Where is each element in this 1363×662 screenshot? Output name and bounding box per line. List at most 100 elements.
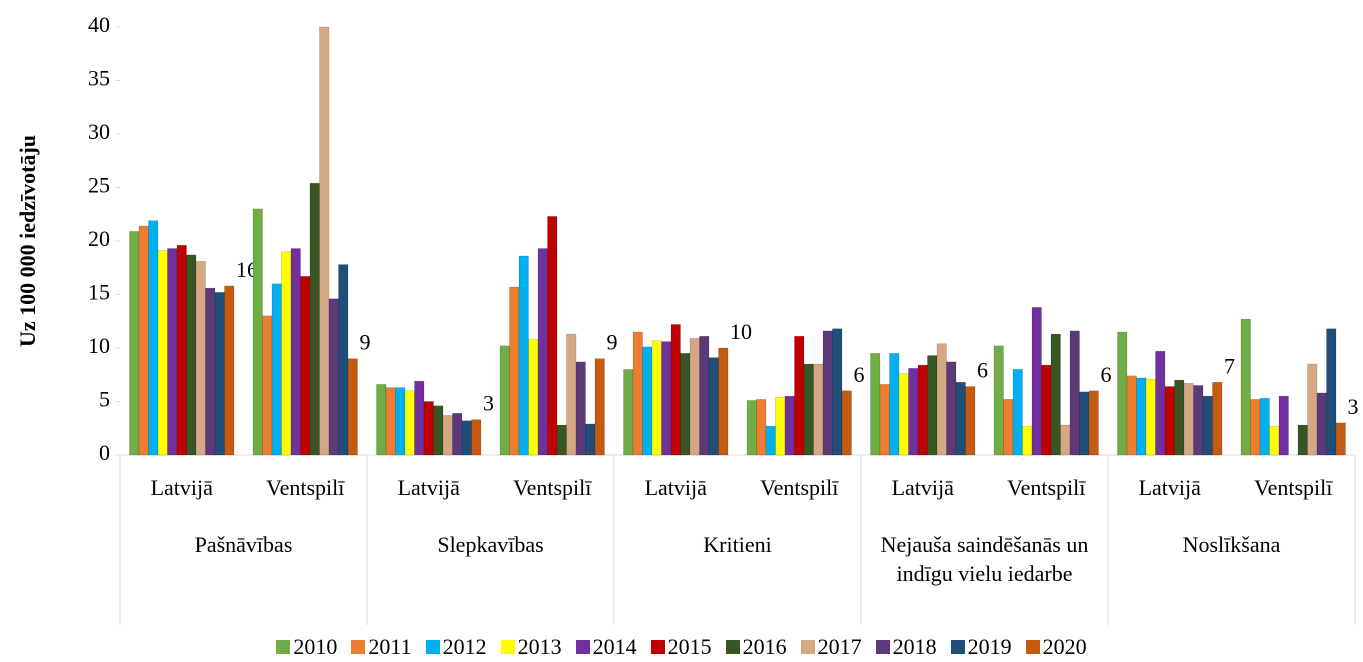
data-label: 6 — [977, 358, 988, 383]
bar — [927, 355, 938, 456]
legend-item: 2014 — [575, 634, 637, 660]
bar — [1174, 379, 1185, 456]
bar — [1183, 383, 1194, 456]
y-tick-label: 5 — [99, 387, 110, 412]
data-label: 10 — [730, 319, 752, 344]
bar — [224, 285, 235, 456]
bar — [623, 369, 634, 456]
data-label: 16 — [236, 257, 258, 282]
legend-item: 2010 — [276, 634, 337, 660]
bar — [376, 384, 387, 456]
bar — [129, 231, 140, 456]
legend-swatch — [425, 640, 440, 654]
bar — [404, 390, 415, 456]
bar — [271, 283, 282, 456]
bar — [1335, 422, 1346, 456]
bar — [794, 335, 805, 456]
bar — [205, 287, 216, 456]
bar — [1297, 424, 1308, 456]
bar — [1326, 328, 1337, 456]
x-tick-label: Latvijā — [645, 475, 708, 500]
group-label: Noslīkšana — [1182, 532, 1281, 557]
bar — [955, 381, 966, 456]
group-label: Slepkavības — [437, 532, 544, 557]
bar — [385, 387, 396, 456]
y-tick-label: 15 — [88, 280, 110, 305]
bar — [138, 225, 149, 456]
bar — [290, 248, 301, 456]
legend-item: 2019 — [950, 634, 1012, 660]
bar — [1212, 381, 1223, 456]
bar — [300, 276, 311, 456]
legend-item: 2017 — [800, 634, 862, 660]
bar — [499, 345, 510, 456]
bar — [556, 424, 567, 456]
x-tick-label: Ventspilī — [1254, 475, 1333, 500]
bar — [870, 353, 881, 456]
legend-label: 2015 — [667, 634, 712, 659]
bar — [1050, 333, 1061, 456]
legend-item: 2012 — [425, 634, 487, 660]
bar — [689, 338, 700, 456]
bar — [195, 261, 206, 456]
bar — [1307, 363, 1318, 456]
bar — [1069, 330, 1080, 456]
bar — [1088, 390, 1099, 456]
bar — [518, 255, 529, 456]
bar — [1316, 392, 1327, 456]
x-tick-label: Ventspilī — [1007, 475, 1086, 500]
bar — [176, 245, 187, 456]
bar — [661, 341, 672, 456]
legend: 2010 2011 2012 2013 2014 2015 2016 2017 2018 2019… — [0, 634, 1363, 660]
legend-swatch — [575, 640, 590, 654]
bar — [575, 361, 586, 456]
legend-item: 2016 — [725, 634, 787, 660]
bar — [784, 395, 795, 456]
group-label: Nejauša saindēšanās un indīgu vielu ieda… — [880, 532, 1089, 586]
bar — [1202, 395, 1213, 456]
legend-label: 2013 — [517, 634, 562, 659]
legend-swatch — [800, 640, 815, 654]
x-tick-label: Latvijā — [1139, 475, 1202, 500]
legend-item: 2020 — [1025, 634, 1087, 660]
bar — [993, 345, 1004, 456]
bar — [328, 298, 339, 456]
bar — [651, 340, 662, 456]
legend-swatch — [351, 640, 366, 654]
bar — [1022, 425, 1033, 456]
bar — [585, 423, 596, 456]
bar — [1250, 399, 1261, 456]
bar — [442, 415, 453, 456]
bar — [1126, 375, 1137, 456]
bar — [509, 286, 520, 456]
legend-label: 2017 — [817, 634, 862, 659]
x-tick-label: Latvijā — [151, 475, 214, 500]
bar — [423, 401, 434, 456]
bar — [1079, 391, 1090, 456]
bar — [1136, 377, 1147, 456]
bar — [433, 405, 444, 456]
x-tick-label: Latvijā — [892, 475, 955, 500]
bar — [898, 373, 909, 456]
legend-swatch — [950, 640, 965, 654]
bar — [946, 361, 957, 456]
y-tick-label: 40 — [88, 12, 110, 37]
bar — [889, 353, 900, 456]
bar — [699, 335, 710, 456]
bar — [632, 331, 643, 456]
bar — [262, 315, 273, 456]
bar — [148, 220, 159, 456]
bar — [708, 357, 719, 456]
bar — [1012, 369, 1023, 456]
bar — [1003, 399, 1014, 456]
data-label: 3 — [1348, 394, 1359, 419]
bar — [338, 264, 349, 456]
group-label: Kritieni — [703, 532, 772, 557]
legend-label: 2019 — [967, 634, 1012, 659]
bar — [775, 396, 786, 456]
bar — [347, 358, 358, 456]
bar — [756, 399, 767, 456]
y-tick-label: 25 — [88, 173, 110, 198]
